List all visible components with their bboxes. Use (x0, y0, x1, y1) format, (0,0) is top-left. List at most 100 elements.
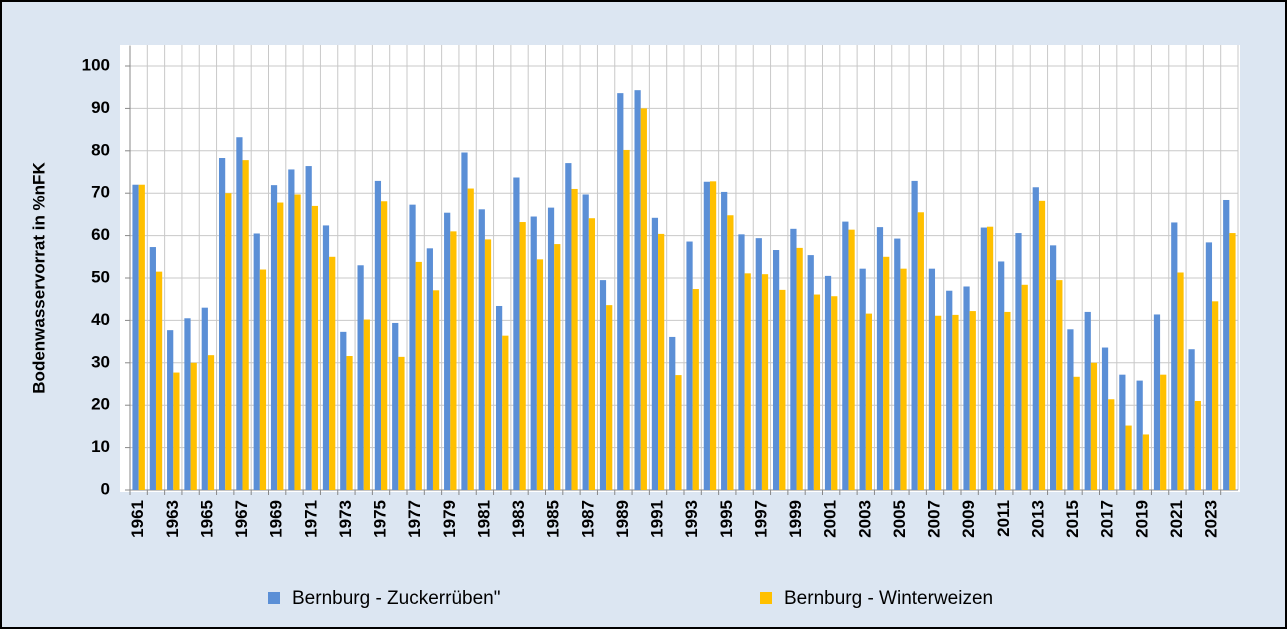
bar (911, 180, 918, 491)
y-tick-label: 60 (91, 225, 110, 244)
bar (772, 250, 780, 490)
bar (883, 256, 890, 490)
bar (634, 90, 641, 490)
x-tick-label: 1967 (232, 500, 251, 538)
bar (346, 356, 353, 490)
y-tick-label: 50 (91, 267, 110, 286)
x-tick-label: 2009 (959, 500, 978, 538)
bar (831, 296, 838, 490)
bar (1194, 400, 1201, 490)
bar (1038, 200, 1046, 490)
bar (305, 166, 312, 490)
bar (876, 227, 884, 490)
y-tick-label: 30 (91, 352, 110, 371)
x-tick-label: 2023 (1202, 500, 1221, 538)
y-axis-label: Bodenwasservorrat in %nFK (29, 162, 48, 394)
bar (363, 319, 370, 490)
y-tick-label: 40 (91, 310, 110, 329)
bar (669, 336, 676, 490)
bar (392, 322, 399, 490)
bar (184, 318, 191, 490)
bar (167, 330, 174, 490)
bar (502, 335, 509, 490)
bar (1015, 233, 1022, 490)
bar (270, 185, 278, 491)
bar (790, 228, 797, 491)
bar (859, 268, 866, 490)
bar (623, 149, 630, 490)
bar (1229, 233, 1236, 490)
bar (1212, 301, 1219, 490)
x-tick-label: 2019 (1132, 500, 1151, 538)
x-tick-label: 2001 (821, 500, 840, 538)
bar (450, 231, 457, 491)
bar (1021, 284, 1028, 490)
bar (738, 234, 745, 490)
bar (1142, 434, 1150, 490)
bar (599, 280, 607, 490)
bar (225, 193, 232, 490)
bar (1073, 376, 1080, 490)
bar (779, 289, 786, 490)
bar (1153, 314, 1161, 490)
x-tick-label: 1983 (509, 500, 528, 538)
y-tick-label: 0 (101, 479, 110, 498)
bar (588, 218, 596, 490)
bar (1160, 374, 1167, 490)
bar (617, 93, 624, 491)
bar (444, 212, 451, 491)
bar (980, 227, 987, 490)
bar (571, 188, 578, 490)
bar (651, 217, 659, 491)
bar (1171, 222, 1178, 490)
bar (606, 305, 613, 490)
bar (998, 261, 1005, 490)
bar (894, 238, 901, 490)
bar (1004, 311, 1011, 490)
bar (692, 289, 699, 490)
bar (848, 229, 855, 490)
x-tick-label: 2003 (855, 500, 874, 538)
bar (727, 215, 734, 491)
legend-label: Bernburg - Winterweizen (784, 588, 993, 609)
bar (1067, 329, 1074, 490)
bar (461, 152, 468, 490)
bar (218, 158, 226, 490)
bar (294, 194, 301, 491)
legend-swatch (268, 592, 280, 604)
bar (554, 244, 561, 490)
x-tick-label: 1999 (786, 500, 805, 538)
bar (426, 248, 433, 490)
bar (415, 261, 422, 490)
bar (495, 305, 503, 490)
bar (865, 313, 873, 490)
y-tick-label: 70 (91, 183, 110, 202)
bar (1032, 187, 1039, 491)
bar (935, 315, 942, 490)
bar (513, 177, 520, 490)
bar (1223, 199, 1230, 490)
x-tick-label: 1997 (751, 500, 770, 538)
x-tick-label: 1971 (301, 500, 320, 538)
bar (1101, 347, 1109, 490)
bar (807, 255, 814, 490)
bar (1090, 362, 1098, 490)
x-tick-label: 1993 (682, 500, 701, 538)
bar (155, 271, 163, 490)
bar (409, 204, 416, 490)
x-tick-label: 1991 (648, 500, 667, 538)
bar (1136, 380, 1143, 490)
bar (813, 294, 821, 490)
bar (329, 256, 336, 490)
y-tick-label: 90 (91, 98, 110, 117)
bar (530, 216, 537, 490)
legend-label: Bernburg - Zuckerrüben" (292, 588, 500, 609)
bar (484, 239, 492, 490)
bar (374, 180, 382, 491)
bar (149, 247, 156, 490)
bar (1119, 374, 1126, 490)
x-tick-label: 2021 (1167, 500, 1186, 538)
bar (138, 184, 145, 490)
x-tick-label: 1977 (405, 500, 424, 538)
